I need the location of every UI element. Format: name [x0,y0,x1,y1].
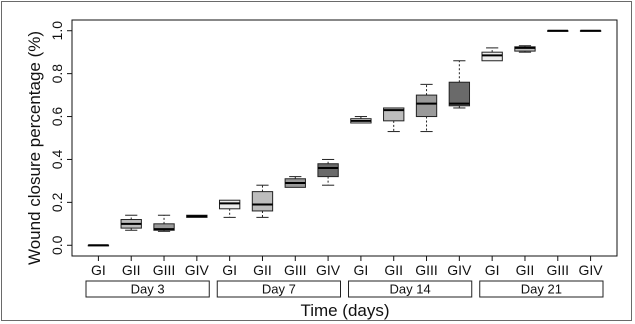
group-label: GI [91,262,106,278]
box-giii [415,94,438,118]
day-label: Day 21 [521,282,562,297]
box-gii [383,107,405,122]
group-label: GII [253,262,272,278]
y-tick-label: 0.6 [49,107,65,127]
day-label: Day 14 [390,282,431,297]
box-gi [481,51,503,62]
y-tick-label: 0.2 [49,192,65,212]
day-label: Day 3 [131,282,165,297]
y-tick-label: 0.4 [49,150,65,170]
box-gi [218,199,241,210]
day-label-box [348,280,473,298]
group-label: GII [516,262,535,278]
group-label: GIV [579,262,604,278]
group-label: GI [222,262,237,278]
group-label: GII [122,262,141,278]
group-label: GIII [547,262,570,278]
box-giv [448,81,471,107]
group-label: GIII [415,262,438,278]
group-label: GII [384,262,403,278]
day-label-box [479,280,604,298]
y-tick-label: 0.8 [49,64,65,84]
y-axis-title: Wound closure percentage (%) [25,31,44,265]
day-label: Day 7 [262,282,296,297]
group-label: GIV [447,262,472,278]
group-label: GIII [153,262,176,278]
group-label: GI [354,262,369,278]
group-label: GI [485,262,500,278]
box-giv [317,163,339,178]
box-gii [251,191,274,212]
box-gii [514,46,536,52]
plot-area: 0.0 0.2 0.4 0.6 0.8 1.0 GI GII GIII GIV Day 3 GI GII… [49,19,618,298]
plot-border [71,19,618,257]
group-label: GIV [316,262,341,278]
day-label-box [216,280,341,298]
y-tick-label: 1.0 [49,21,65,41]
x-axis-title: Time (days) [300,301,389,320]
box-giii [153,223,175,231]
group-label: GIV [185,262,210,278]
group-label: GIII [284,262,307,278]
y-tick-label: 0.0 [49,235,65,255]
day-label-box [85,280,210,298]
